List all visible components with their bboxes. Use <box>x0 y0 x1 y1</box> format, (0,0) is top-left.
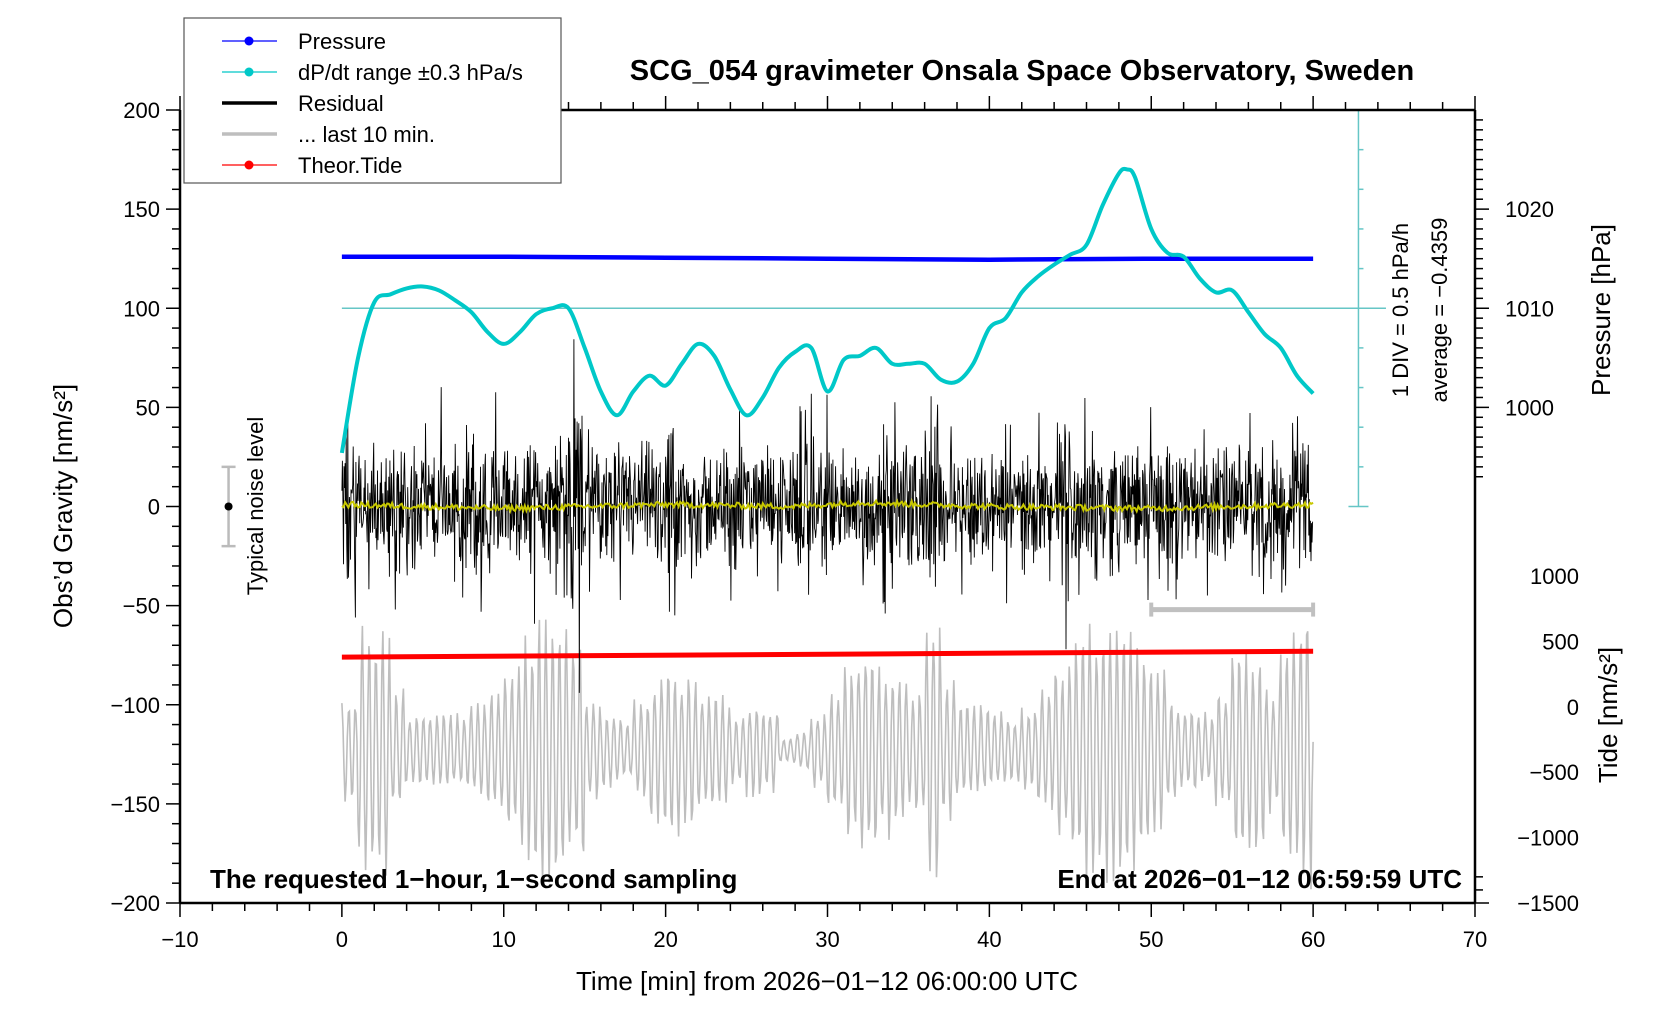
x-axis-label: Time [min] from 2026−01−12 06:00:00 UTC <box>576 966 1078 996</box>
tide-signal-line <box>341 619 1314 890</box>
tide-tick-label: −1500 <box>1517 891 1579 916</box>
noise-level-dot <box>224 502 233 511</box>
x-tick-label: 10 <box>492 927 516 952</box>
y-tick-label: 100 <box>123 296 160 321</box>
legend-item: dP/dt range ±0.3 hPa/s <box>222 60 523 85</box>
legend-item: Pressure <box>222 29 386 54</box>
legend-marker <box>244 67 254 77</box>
tide-tick-label: 1000 <box>1530 564 1579 589</box>
noise-level-label: Typical noise level <box>243 417 268 596</box>
x-tick-label: −10 <box>161 927 198 952</box>
tide-axis-label: Tide [nm/s²] <box>1593 647 1623 783</box>
pressure-tick-label: 1000 <box>1505 395 1554 420</box>
y-tick-label: −50 <box>123 594 160 619</box>
legend-item: ... last 10 min. <box>222 122 435 147</box>
y-axis-label: Obs’d Gravity [nm/s²] <box>48 384 78 628</box>
y-tick-label: 150 <box>123 197 160 222</box>
x-tick-label: 50 <box>1139 927 1163 952</box>
residual-line <box>341 339 1314 693</box>
y-tick-label: 200 <box>123 98 160 123</box>
legend-label: Pressure <box>298 29 386 54</box>
annotation-left: The requested 1−hour, 1−second sampling <box>210 864 737 894</box>
pressure-tick-label: 1010 <box>1505 296 1554 321</box>
annotation-right: End at 2026−01−12 06:59:59 UTC <box>1057 864 1462 894</box>
x-tick-label: 70 <box>1463 927 1487 952</box>
dpdt-average-label: average = −0.4359 <box>1427 218 1452 403</box>
legend-box <box>183 17 562 184</box>
legend: Pressure dP/dt range ±0.3 hPa/s Residual..… <box>183 17 562 184</box>
legend-label: dP/dt range ±0.3 hPa/s <box>298 60 523 85</box>
legend-label: ... last 10 min. <box>298 122 435 147</box>
legend-marker <box>244 36 254 46</box>
y-tick-label: −150 <box>110 792 160 817</box>
axes-layer: −10 0 10 20 30 40 50 60 70200150100500−50−100−15… <box>110 96 1579 952</box>
y-tick-label: −100 <box>110 693 160 718</box>
theor-tide-line <box>341 648 1314 660</box>
y-tick-label: 50 <box>136 395 160 420</box>
y-tick-label: 0 <box>148 495 160 520</box>
tide-tick-label: 0 <box>1567 695 1579 720</box>
x-tick-label: 0 <box>336 927 348 952</box>
y-tick-label: −200 <box>110 891 160 916</box>
x-tick-label: 20 <box>653 927 677 952</box>
pressure-tick-label: 1020 <box>1505 197 1554 222</box>
dpdt-line <box>339 166 1315 454</box>
pressure-axis-label: Pressure [hPa] <box>1586 224 1616 396</box>
x-tick-label: 40 <box>977 927 1001 952</box>
tide-tick-label: −1000 <box>1517 826 1579 851</box>
pressure-line <box>341 254 1314 262</box>
dpdt-scale-label: 1 DIV = 0.5 hPa/h <box>1388 223 1413 397</box>
x-tick-label: 60 <box>1301 927 1325 952</box>
legend-label: Theor.Tide <box>298 153 402 178</box>
legend-item: Theor.Tide <box>222 153 402 178</box>
residual-smoothed-line <box>341 497 1314 515</box>
legend-label: Residual <box>298 91 384 116</box>
tide-tick-label: 500 <box>1542 629 1579 654</box>
legend-item: Residual <box>222 91 384 116</box>
tide-tick-label: −500 <box>1529 760 1579 785</box>
legend-marker <box>244 160 254 170</box>
chart-title: SCG_054 gravimeter Onsala Space Observat… <box>630 55 1414 87</box>
x-tick-label: 30 <box>815 927 839 952</box>
plot-layer <box>221 109 1386 890</box>
